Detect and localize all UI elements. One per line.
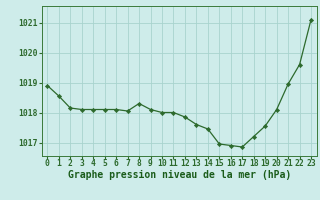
X-axis label: Graphe pression niveau de la mer (hPa): Graphe pression niveau de la mer (hPa) (68, 170, 291, 180)
